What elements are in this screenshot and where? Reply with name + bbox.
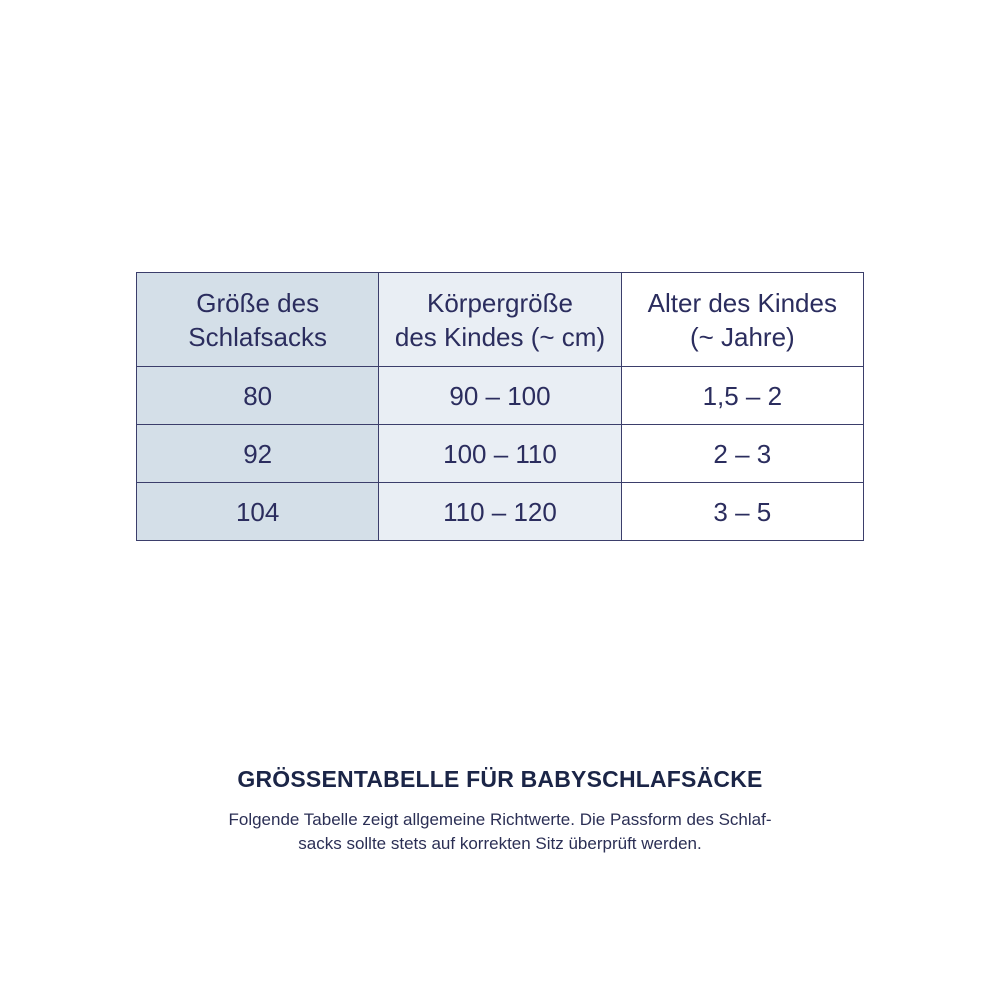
cell-height: 90 – 100 <box>378 366 622 425</box>
header-line: (~ Jahre) <box>689 321 795 352</box>
cell-age: 3 – 5 <box>620 482 865 541</box>
caption-title: GRÖSSENTABELLE FÜR BABYSCHLAFSÄCKE <box>237 766 763 792</box>
cell-age: 1,5 – 2 <box>620 366 865 425</box>
header-line: Körpergröße <box>427 287 573 318</box>
header-child-age: Alter des Kindes (~ Jahre) <box>620 272 865 367</box>
header-body-height: Körpergröße des Kindes (~ cm) <box>378 272 622 367</box>
table-row: 104 110 – 120 3 – 5 <box>135 482 865 541</box>
cell-size: 80 <box>135 366 380 425</box>
caption-line: sacks sollte stets auf korrekten Sitz üb… <box>298 834 702 853</box>
caption-description: Folgende Tabelle zeigt allgemeine Richtw… <box>0 808 1000 856</box>
header-row: Größe des Schlafsacks Körpergröße des Kind… <box>135 272 865 367</box>
header-line: des Kindes (~ cm) <box>394 321 606 352</box>
header-line: Alter des Kindes <box>647 287 837 318</box>
cell-age: 2 – 3 <box>620 424 865 483</box>
header-line: Schlafsacks <box>188 321 328 352</box>
cell-size: 92 <box>135 424 380 483</box>
table-row: 92 100 – 110 2 – 3 <box>135 424 865 483</box>
header-line: Größe des <box>196 287 320 318</box>
cell-height: 110 – 120 <box>378 482 622 541</box>
header-sleeping-bag-size: Größe des Schlafsacks <box>135 272 380 367</box>
table-row: 80 90 – 100 1,5 – 2 <box>135 366 865 425</box>
caption-line: Folgende Tabelle zeigt allgemeine Richtw… <box>228 810 772 829</box>
cell-size: 104 <box>135 482 380 541</box>
size-table: Größe des Schlafsacks Körpergröße des Kind… <box>135 272 865 541</box>
cell-height: 100 – 110 <box>378 424 622 483</box>
